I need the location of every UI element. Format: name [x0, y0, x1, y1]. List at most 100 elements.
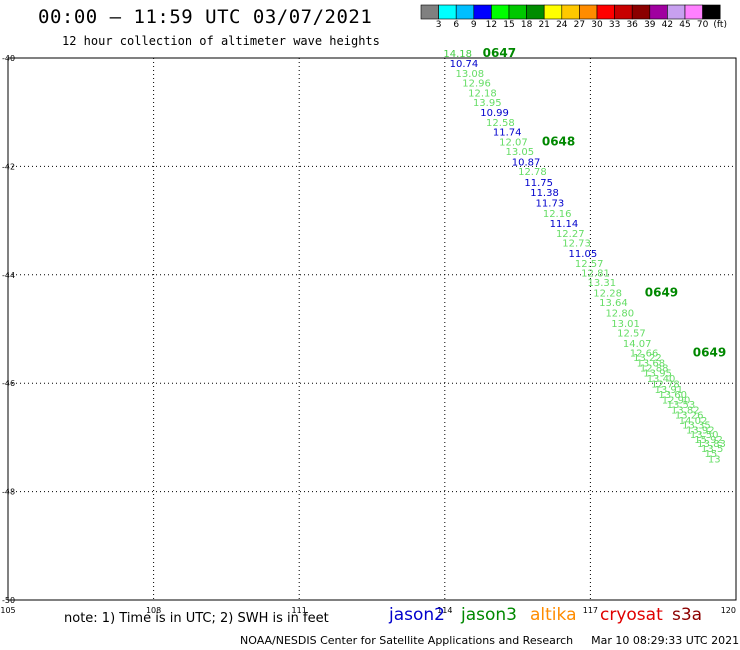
wave-height-label: 13.95 [643, 369, 672, 380]
satellite-legend-cryosat: cryosat [600, 605, 663, 625]
wave-height-label: 11.38 [530, 188, 559, 199]
wave-height-label: 13.35 [682, 421, 711, 432]
color-swatch [543, 4, 563, 20]
wave-height-label: 13.53 [667, 400, 696, 411]
wave-height-label: 12.80 [605, 309, 634, 320]
wave-height-label: 12.88 [640, 363, 669, 374]
map-title: 00:00 – 11:59 UTC 03/07/2021 [38, 6, 373, 28]
wave-height-label: 12.81 [581, 268, 610, 279]
color-swatch [596, 4, 615, 20]
wave-height-label: 13.92 [686, 426, 715, 437]
color-swatch [579, 4, 598, 20]
wave-height-label: 11.73 [536, 199, 565, 210]
satellite-legend-jason3: jason3 [461, 605, 517, 625]
lat-tick-label: -40 [2, 54, 15, 63]
satellite-track: 14.1810.7413.0812.9612.1813.9510.9912.58… [443, 46, 726, 465]
wave-height-label: 11.14 [550, 219, 579, 230]
wave-height-label: 13.5 [701, 444, 723, 455]
wave-height-label: 13.91 [654, 385, 683, 396]
track-time-label: 0647 [483, 46, 516, 60]
color-swatch [702, 4, 721, 20]
wave-height-label: 13.08 [455, 69, 484, 80]
wave-height-label: 12.66 [630, 349, 659, 360]
scale-tick-label: 3 [435, 20, 442, 30]
color-swatch [561, 4, 580, 20]
track-time-label: 0648 [542, 134, 575, 148]
credit-text: NOAA/NESDIS Center for Satellite Applica… [240, 634, 574, 647]
wave-height-label: 13.05 [505, 147, 534, 158]
wave-height-label: 13.50 [690, 430, 719, 441]
color-swatch [420, 4, 439, 20]
wave-height-label: 10.99 [480, 108, 509, 119]
wave-height-label: 12.73 [562, 239, 591, 250]
scale-tick-label: 36 [626, 20, 638, 30]
scale-tick-label: 33 [608, 20, 621, 30]
scale-tick-label: 24 [556, 20, 568, 30]
color-swatch [649, 4, 668, 20]
satellite-legend-s3a: s3a [672, 605, 703, 625]
wave-height-label: 13.83 [697, 439, 726, 450]
scale-tick-label: 12 [485, 20, 498, 30]
wave-height-label: 13.40 [647, 374, 676, 385]
footer-note: note: 1) Time is in UTC; 2) SWH is in fe… [64, 611, 329, 626]
lat-tick-label: -48 [2, 488, 15, 497]
generated-timestamp: Mar 10 08:29:33 UTC 2021 [591, 634, 740, 647]
scale-tick-label: 39 [644, 20, 656, 30]
wave-height-label: 13.68 [637, 358, 666, 369]
wave-height-label: 12.78 [518, 167, 547, 178]
color-swatch [667, 4, 686, 20]
wave-height-label: 11.74 [493, 128, 522, 139]
wave-height-label: 11.75 [524, 178, 553, 189]
wave-height-label: 12.27 [556, 229, 585, 240]
credit-line: NOAA/NESDIS Center for Satellite Applica… [240, 634, 739, 647]
scale-tick-label: 6 [453, 20, 460, 30]
lon-tick-label: 108 [146, 606, 161, 615]
wave-height-label: 14.07 [623, 339, 652, 350]
wave-height-label: 13.26 [675, 410, 704, 421]
color-swatch [631, 4, 651, 20]
wave-height-label: 12.16 [543, 209, 572, 220]
color-scale-bar [420, 4, 721, 20]
track-time-label: 0649 [645, 285, 678, 299]
axis-labels: 105 108 111 114 117 120 -40 -42 -44 -46 -48 -50 [0, 54, 736, 615]
wave-height-label: 10.74 [450, 59, 479, 70]
color-swatch [491, 4, 510, 20]
wave-height-label: 12.78 [651, 380, 680, 391]
color-swatch [455, 4, 475, 20]
scale-tick-label: 42 [661, 20, 674, 30]
wave-height-label: 12.28 [593, 288, 622, 299]
wave-height-label: 13.82 [671, 406, 700, 417]
color-swatch [508, 4, 527, 20]
satellite-legend-jason2: jason2 [389, 605, 445, 625]
map-subtitle: 12 hour collection of altimeter wave hei… [62, 34, 380, 48]
lat-tick-label: -50 [2, 596, 15, 605]
wave-height-label: 15.92 [694, 435, 723, 446]
wave-height-label: 12.18 [468, 88, 497, 99]
wave-height-label: 12.57 [575, 259, 604, 270]
map-frame [7, 57, 737, 601]
wave-height-label: 10.87 [512, 157, 541, 168]
track-time-label: 0649 [693, 346, 726, 360]
scale-tick-label: 45 [679, 20, 691, 30]
wave-height-label: 12.96 [462, 79, 491, 90]
wave-height-label: 13 [708, 454, 721, 465]
lon-tick-label: 111 [292, 606, 307, 615]
lon-tick-label: 117 [583, 606, 598, 615]
lon-tick-label: 120 [721, 606, 736, 615]
lon-tick-label: 105 [0, 606, 15, 615]
wave-height-label: 15 [704, 449, 717, 460]
color-swatch [614, 4, 633, 20]
scale-tick-label: 18 [520, 20, 533, 30]
wave-height-label: 13.64 [599, 298, 628, 309]
wave-height-label: 12.57 [617, 329, 646, 340]
scale-tick-label: 30 [591, 20, 603, 30]
lat-tick-label: -42 [2, 162, 15, 171]
color-swatch [473, 4, 492, 20]
wave-height-label: 13.60 [658, 390, 687, 401]
lon-tick-label: 114 [437, 606, 452, 615]
scale-unit-label: (ft) [713, 20, 727, 30]
wave-height-label: 13.31 [587, 278, 616, 289]
wave-height-label: 13.22 [633, 353, 662, 364]
wave-height-label: 11.05 [569, 249, 598, 260]
